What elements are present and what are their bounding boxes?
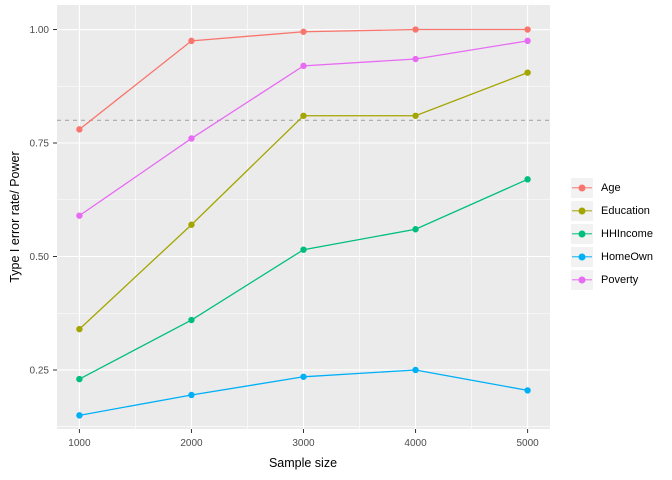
legend: Age Education HHIncome HomeOwn Poverty [571, 176, 653, 291]
x-tick-label: 2000 [180, 438, 203, 449]
series-point-age [412, 26, 419, 33]
series-point-homeown [188, 391, 195, 399]
legend-key-dot [578, 276, 586, 283]
legend-key-dot [578, 230, 586, 237]
series-point-hhincome [76, 375, 83, 383]
x-tick-label: 5000 [516, 438, 539, 449]
legend-key-icon [571, 177, 593, 198]
series-point-hhincome [524, 176, 531, 183]
y-tick-label: 1.00 [30, 25, 50, 36]
series-point-homeown [300, 373, 307, 380]
legend-item-hhincome: HHIncome [571, 222, 653, 245]
series-point-education [300, 112, 307, 119]
legend-item-education: Education [571, 199, 653, 222]
x-axis-title: Sample size [268, 456, 338, 470]
series-point-hhincome [188, 316, 195, 324]
legend-key-icon [571, 200, 593, 221]
series-point-poverty [300, 62, 307, 70]
legend-label: Age [601, 181, 621, 194]
y-tick-label: 0.75 [30, 139, 50, 150]
x-tick-label: 1000 [68, 438, 91, 449]
series-point-homeown [524, 387, 531, 394]
legend-key-dot [578, 184, 586, 191]
y-axis-title: Type I error rate/ Power [8, 151, 22, 283]
series-point-age [524, 26, 531, 33]
x-tick-label: 4000 [404, 438, 427, 449]
series-point-age [188, 37, 195, 45]
series-point-education [524, 69, 531, 76]
series-point-homeown [76, 412, 83, 419]
series-point-education [188, 221, 195, 228]
series-point-education [76, 325, 83, 333]
legend-item-homeown: HomeOwn [571, 245, 653, 268]
series-point-hhincome [412, 226, 419, 233]
legend-label: Poverty [601, 273, 639, 286]
legend-label: HHIncome [601, 227, 653, 240]
series-point-hhincome [300, 246, 307, 253]
legend-key-dot [578, 207, 586, 214]
series-point-age [300, 28, 307, 35]
series-point-homeown [412, 366, 419, 374]
x-tick-label: 3000 [292, 438, 315, 449]
y-tick-label: 0.50 [30, 252, 50, 263]
y-tick-label: 0.25 [30, 365, 50, 376]
legend-key-icon [571, 223, 593, 244]
legend-key-dot [578, 253, 586, 260]
series-point-poverty [76, 212, 83, 219]
legend-item-poverty: Poverty [571, 268, 653, 291]
series-point-poverty [524, 37, 531, 45]
series-point-poverty [188, 135, 195, 142]
series-point-poverty [412, 55, 419, 63]
series-point-age [76, 126, 83, 133]
legend-key-icon [571, 269, 593, 290]
series-point-education [412, 112, 419, 119]
legend-label: HomeOwn [601, 250, 653, 263]
legend-key-icon [571, 246, 593, 267]
legend-label: Education [601, 204, 650, 217]
legend-item-age: Age [571, 176, 653, 199]
